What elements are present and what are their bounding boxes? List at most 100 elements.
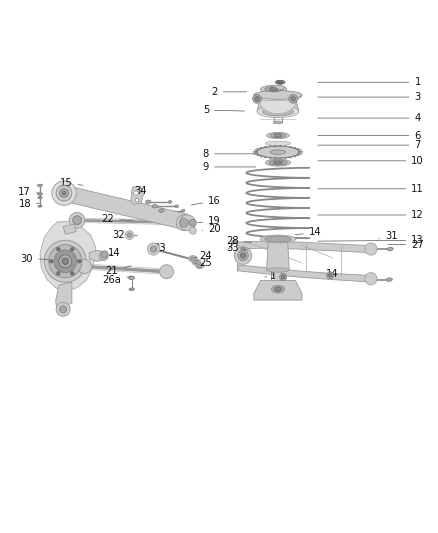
- Circle shape: [189, 220, 196, 227]
- Polygon shape: [287, 146, 291, 148]
- Circle shape: [253, 94, 261, 103]
- Text: 11: 11: [318, 184, 424, 194]
- Circle shape: [159, 265, 173, 279]
- Ellipse shape: [274, 161, 283, 164]
- Polygon shape: [62, 185, 188, 230]
- Ellipse shape: [387, 247, 393, 251]
- Ellipse shape: [254, 91, 302, 99]
- Polygon shape: [291, 156, 296, 157]
- Text: 14: 14: [108, 248, 120, 259]
- Circle shape: [238, 251, 248, 261]
- Circle shape: [60, 189, 68, 198]
- Text: 17: 17: [18, 187, 39, 197]
- Ellipse shape: [37, 184, 42, 187]
- Text: 16: 16: [191, 196, 221, 206]
- Text: 4: 4: [318, 113, 421, 123]
- Polygon shape: [294, 148, 300, 150]
- Circle shape: [101, 251, 108, 258]
- Circle shape: [150, 246, 156, 252]
- Text: 21: 21: [106, 266, 131, 276]
- Ellipse shape: [276, 80, 285, 84]
- Polygon shape: [298, 151, 303, 152]
- Polygon shape: [254, 95, 302, 102]
- Text: 12: 12: [318, 210, 424, 220]
- Polygon shape: [254, 280, 302, 300]
- Text: 31: 31: [379, 231, 398, 241]
- Circle shape: [289, 94, 297, 103]
- Circle shape: [180, 219, 188, 227]
- Circle shape: [255, 96, 259, 101]
- Text: 7: 7: [318, 140, 421, 150]
- Ellipse shape: [190, 257, 195, 261]
- Ellipse shape: [129, 276, 135, 280]
- Ellipse shape: [263, 107, 293, 116]
- Text: 20: 20: [202, 224, 221, 234]
- Circle shape: [365, 272, 377, 285]
- Polygon shape: [56, 282, 72, 309]
- Circle shape: [176, 215, 192, 231]
- Ellipse shape: [159, 209, 164, 212]
- Circle shape: [327, 272, 334, 279]
- Ellipse shape: [267, 133, 289, 139]
- Ellipse shape: [232, 240, 237, 244]
- Ellipse shape: [265, 236, 291, 242]
- Polygon shape: [265, 146, 269, 148]
- Ellipse shape: [38, 205, 42, 207]
- Polygon shape: [269, 157, 273, 159]
- Circle shape: [56, 185, 72, 201]
- Ellipse shape: [188, 256, 197, 262]
- Text: 10: 10: [318, 156, 424, 166]
- Polygon shape: [267, 239, 289, 270]
- Circle shape: [52, 181, 76, 205]
- Circle shape: [57, 272, 60, 275]
- Text: 6: 6: [318, 131, 421, 141]
- Polygon shape: [63, 224, 76, 234]
- Polygon shape: [254, 150, 259, 151]
- Circle shape: [59, 255, 72, 268]
- Polygon shape: [287, 157, 291, 158]
- Circle shape: [57, 247, 60, 251]
- Ellipse shape: [152, 205, 157, 208]
- Polygon shape: [273, 145, 278, 147]
- Ellipse shape: [146, 200, 151, 204]
- Ellipse shape: [269, 281, 274, 285]
- Polygon shape: [260, 101, 296, 114]
- Polygon shape: [237, 241, 373, 253]
- Circle shape: [189, 227, 196, 234]
- Text: 5: 5: [203, 105, 244, 115]
- Polygon shape: [237, 265, 374, 282]
- Text: 15: 15: [60, 177, 83, 188]
- Polygon shape: [273, 158, 278, 159]
- Text: 2: 2: [212, 87, 247, 97]
- Circle shape: [69, 212, 85, 228]
- Circle shape: [60, 306, 67, 313]
- Ellipse shape: [273, 121, 283, 124]
- Ellipse shape: [260, 235, 296, 243]
- Polygon shape: [278, 158, 283, 159]
- Ellipse shape: [270, 150, 286, 154]
- Ellipse shape: [265, 141, 290, 146]
- Ellipse shape: [261, 85, 287, 93]
- Ellipse shape: [265, 87, 283, 92]
- Text: 26b: 26b: [262, 286, 281, 295]
- Text: 23: 23: [154, 243, 166, 253]
- Ellipse shape: [195, 263, 204, 269]
- Circle shape: [291, 96, 295, 101]
- Polygon shape: [260, 147, 265, 149]
- Circle shape: [49, 245, 82, 278]
- Polygon shape: [298, 152, 303, 154]
- Ellipse shape: [270, 87, 278, 91]
- Polygon shape: [257, 155, 261, 156]
- Circle shape: [134, 191, 138, 195]
- Text: 34: 34: [134, 187, 147, 196]
- Circle shape: [78, 260, 81, 263]
- Bar: [275, 270, 282, 289]
- Polygon shape: [278, 145, 283, 147]
- Ellipse shape: [175, 205, 178, 207]
- Ellipse shape: [275, 287, 281, 292]
- Polygon shape: [294, 155, 300, 156]
- Circle shape: [71, 272, 74, 275]
- Ellipse shape: [270, 133, 286, 138]
- Text: 8: 8: [203, 149, 255, 159]
- Text: 32: 32: [112, 230, 138, 240]
